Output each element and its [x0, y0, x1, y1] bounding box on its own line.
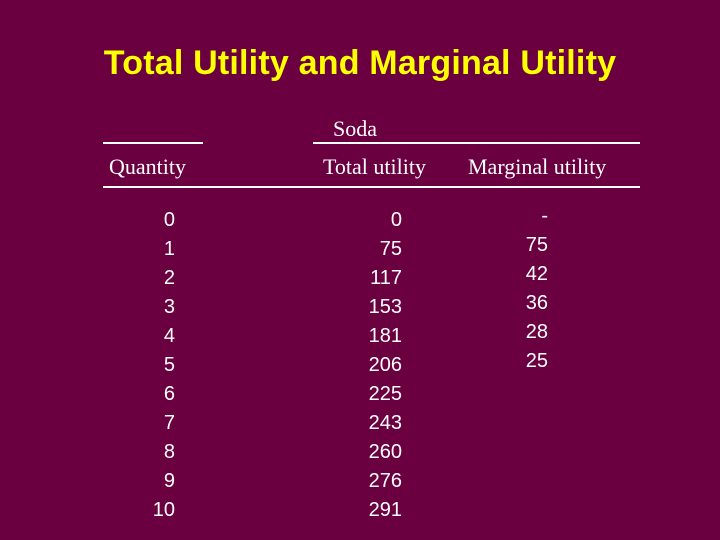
marginal-utility-cell: 42 [525, 263, 548, 285]
quantity-cell: 5 [163, 354, 175, 376]
quantity-cell: 6 [163, 383, 175, 405]
column-header-quantity: Quantity [109, 154, 186, 179]
quantity-cell: 9 [163, 470, 175, 492]
table-rule-top-left [103, 142, 203, 144]
quantity-cell: 1 [163, 238, 175, 260]
quantity-cell: 10 [152, 499, 175, 521]
total-utility-cell: 225 [368, 383, 402, 405]
group-header-soda: Soda [333, 116, 377, 141]
quantity-cell: 2 [163, 267, 175, 289]
quantity-cell: 8 [163, 441, 175, 463]
marginal-utility-column: - 75 42 36 28 25 [500, 202, 548, 376]
total-utility-column: 0 75 117 153 181 206 225 243 260 276 291 [330, 206, 402, 525]
slide-title: Total Utility and Marginal Utility [103, 44, 617, 82]
quantity-cell: 3 [163, 296, 175, 318]
quantity-cell: 7 [163, 412, 175, 434]
column-header-marginal-utility: Marginal utility [468, 154, 607, 179]
marginal-utility-cell: - [541, 205, 548, 227]
column-header-total-utility: Total utility [323, 154, 426, 179]
quantity-cell: 4 [163, 325, 175, 347]
marginal-utility-cell: 75 [525, 234, 548, 256]
total-utility-cell: 243 [368, 412, 402, 434]
total-utility-cell: 153 [368, 296, 402, 318]
total-utility-cell: 276 [368, 470, 402, 492]
quantity-column: 0 1 2 3 4 5 6 7 8 9 10 [120, 206, 175, 525]
total-utility-cell: 0 [390, 209, 402, 231]
total-utility-cell: 291 [368, 499, 402, 521]
quantity-cell: 0 [163, 209, 175, 231]
marginal-utility-cell: 28 [525, 321, 548, 343]
marginal-utility-cell: 36 [525, 292, 548, 314]
table-rule-top-right [313, 142, 640, 144]
total-utility-cell: 206 [368, 354, 402, 376]
total-utility-cell: 260 [368, 441, 402, 463]
total-utility-cell: 75 [379, 238, 402, 260]
total-utility-cell: 117 [370, 267, 402, 289]
marginal-utility-cell: 25 [525, 350, 548, 372]
total-utility-cell: 181 [368, 325, 402, 347]
table-header-rule [103, 186, 640, 188]
